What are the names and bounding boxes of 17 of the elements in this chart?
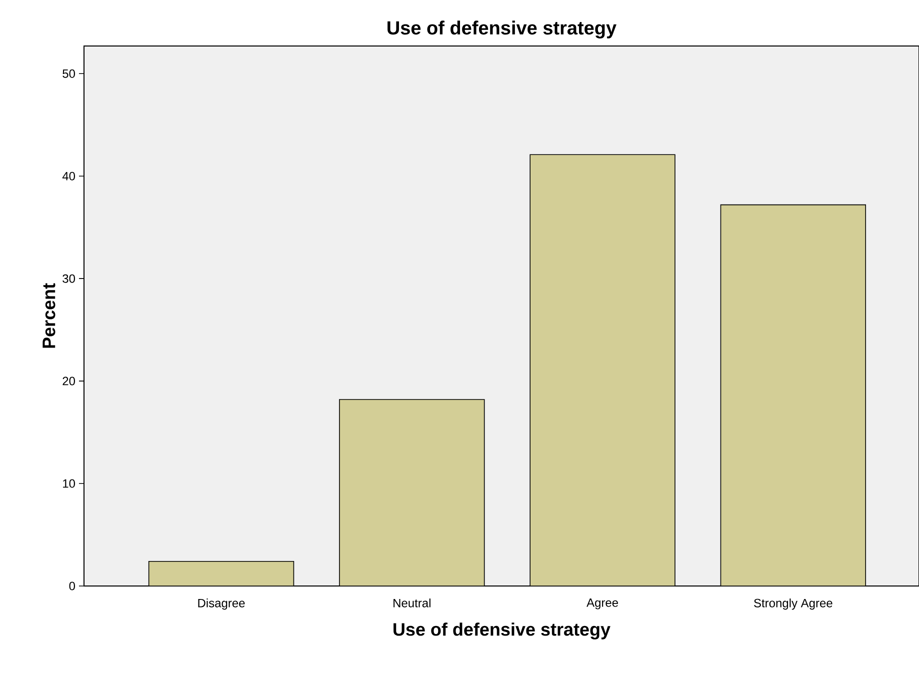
x-tick-label: Disagree (198, 598, 245, 610)
bar (148, 561, 294, 586)
y-tick-label: 50 (62, 69, 76, 78)
bar (530, 154, 676, 586)
y-tick-label: 0 (69, 582, 76, 590)
y-tick-label: 30 (62, 274, 76, 283)
x-axis-title: Use of defensive strategy (394, 622, 610, 640)
y-tick-label: 10 (63, 479, 76, 488)
y-axis-title: Percent (42, 283, 56, 348)
y-tick-label: 40 (62, 172, 76, 180)
chart-title: Use of defensive strategy (388, 20, 616, 38)
y-tick-label: 20 (62, 376, 76, 386)
x-tick-label: Agree (586, 598, 618, 610)
bar (339, 399, 485, 586)
x-tick-label: Strongly Agree (754, 598, 832, 610)
bar (720, 204, 866, 586)
x-tick-label: Neutral (394, 598, 430, 608)
